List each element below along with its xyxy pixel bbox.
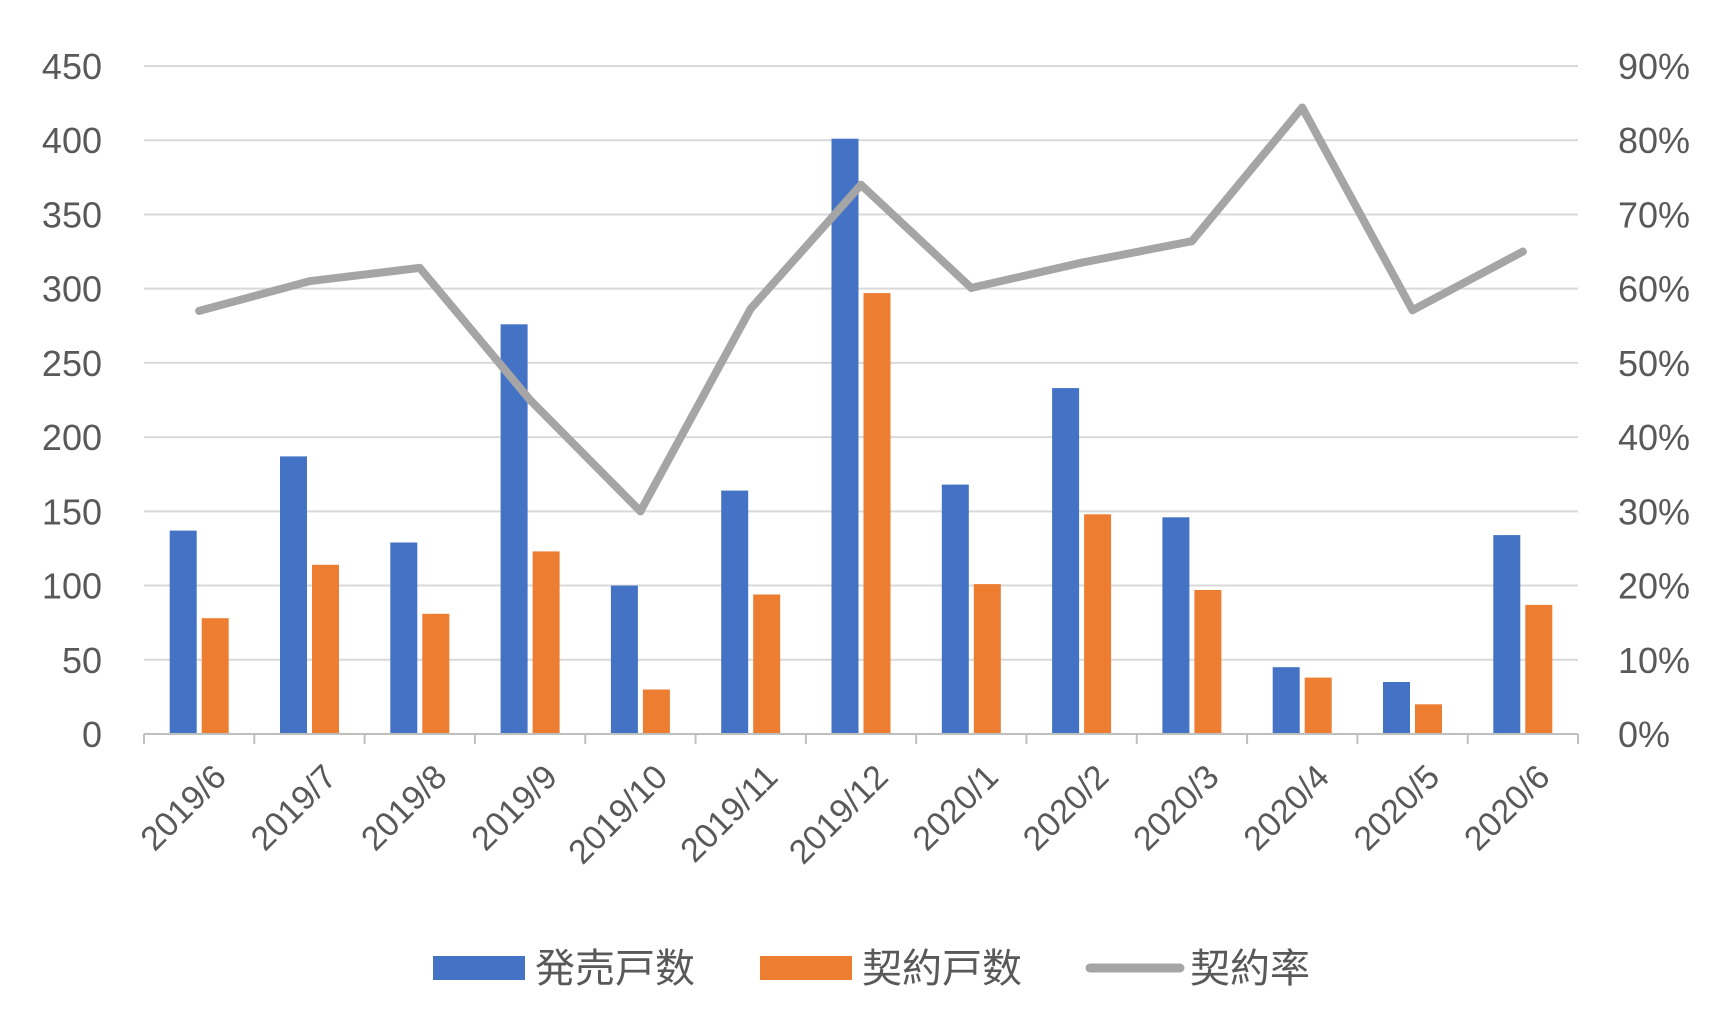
x-tick-label: 2020/3 [1126,758,1226,858]
x-tick-label: 2019/10 [561,758,675,872]
x-tick-label: 2020/1 [906,758,1006,858]
left-tick-label: 150 [42,491,102,532]
bar-contract-units [422,613,450,734]
bar-contract-units [312,564,339,734]
line-point [1518,247,1527,256]
left-tick-label: 350 [42,194,102,235]
legend-label: 発売戸数 [535,946,695,992]
line-point [1298,103,1307,112]
line-series-layer [195,103,1527,516]
bar-sales-units [941,484,969,734]
x-tick-label: 2019/8 [354,758,454,858]
bar-contract-units [753,594,781,734]
legend: 発売戸数 契約戸数 契約率 [433,946,1310,992]
legend-item: 発売戸数 [433,946,695,992]
line-point [415,263,424,272]
bar-sales-units [169,530,197,734]
bar-sales-units [1383,682,1410,734]
right-tick-label: 50% [1618,343,1690,384]
line-point [1077,258,1086,267]
bar-sales-units [1052,388,1080,734]
line-point [967,283,976,292]
right-tick-label: 40% [1618,417,1690,458]
right-tick-label: 80% [1618,120,1690,161]
line-point [195,306,204,315]
line-point [746,304,755,313]
bar-sales-units [721,490,749,734]
x-tick-label: 2019/7 [244,758,344,858]
legend-label: 契約戸数 [862,946,1022,992]
x-tick-label: 2019/12 [782,758,896,872]
bar-sales-units [610,585,638,734]
bar-sales-units [280,456,307,734]
bar-contract-units [532,551,560,734]
x-tick-label: 2020/2 [1016,758,1116,858]
line-point [1408,306,1417,315]
bar-contract-units [201,618,229,734]
legend-swatch [433,956,525,980]
bar-contract-units [973,584,1001,734]
bar-contract-units [1304,677,1332,734]
right-tick-label: 90% [1618,46,1690,87]
right-tick-label: 70% [1618,194,1690,235]
x-tick-label: 2020/4 [1236,758,1336,858]
bar-contract-units [1194,590,1222,734]
gridlines [144,65,1578,661]
left-tick-label: 0 [82,714,102,755]
legend-item: 契約戸数 [760,946,1022,992]
right-tick-label: 30% [1618,491,1690,532]
line-point [526,396,535,404]
bar-contract-units [863,293,891,734]
x-tick-label: 2019/11 [673,758,785,870]
bar-sales-units [390,542,418,734]
bar-contract-units [1084,514,1112,734]
line-point [1187,237,1196,246]
left-tick-label: 100 [42,566,102,607]
left-tick-label: 300 [42,269,102,310]
line-point [636,507,645,516]
bar-sales-units [831,138,859,734]
left-tick-label: 200 [42,417,102,458]
left-tick-label: 450 [42,46,102,87]
x-tick-label: 2019/6 [133,758,233,858]
line-point [305,277,314,286]
bar-contract-units [642,689,670,734]
legend-label: 契約率 [1190,946,1310,992]
x-tick-label: 2019/9 [464,758,564,858]
right-tick-label: 60% [1618,269,1690,310]
right-tick-label: 10% [1618,640,1690,681]
bar-contract-units [1525,604,1553,734]
right-tick-label: 0% [1618,714,1670,755]
left-tick-label: 400 [42,120,102,161]
left-tick-label: 50 [62,640,102,681]
left-tick-label: 250 [42,343,102,384]
line-contract-rate [195,103,1527,516]
x-tick-label: 2020/5 [1347,758,1447,858]
line-point [857,180,865,189]
legend-item: 契約率 [1085,946,1310,992]
x-axis: 2019/6 2019/7 2019/8 2019/92019/102019/1120… [133,733,1579,872]
bar-sales-units [1162,517,1190,734]
bar-contract-units [1415,704,1442,734]
legend-swatch [760,956,852,980]
right-y-axis: 0% 10% 20% 30% 40% 50% 60% 70% 80% 90% [1618,46,1690,755]
x-tick-label: 2020/6 [1457,758,1557,858]
bars [169,138,1553,734]
left-y-axis: 0 50 100 150 200 250 300 350 400 450 [42,46,102,755]
bar-sales-units [1272,667,1300,734]
right-tick-label: 20% [1618,566,1690,607]
bar-sales-units [1493,535,1521,734]
